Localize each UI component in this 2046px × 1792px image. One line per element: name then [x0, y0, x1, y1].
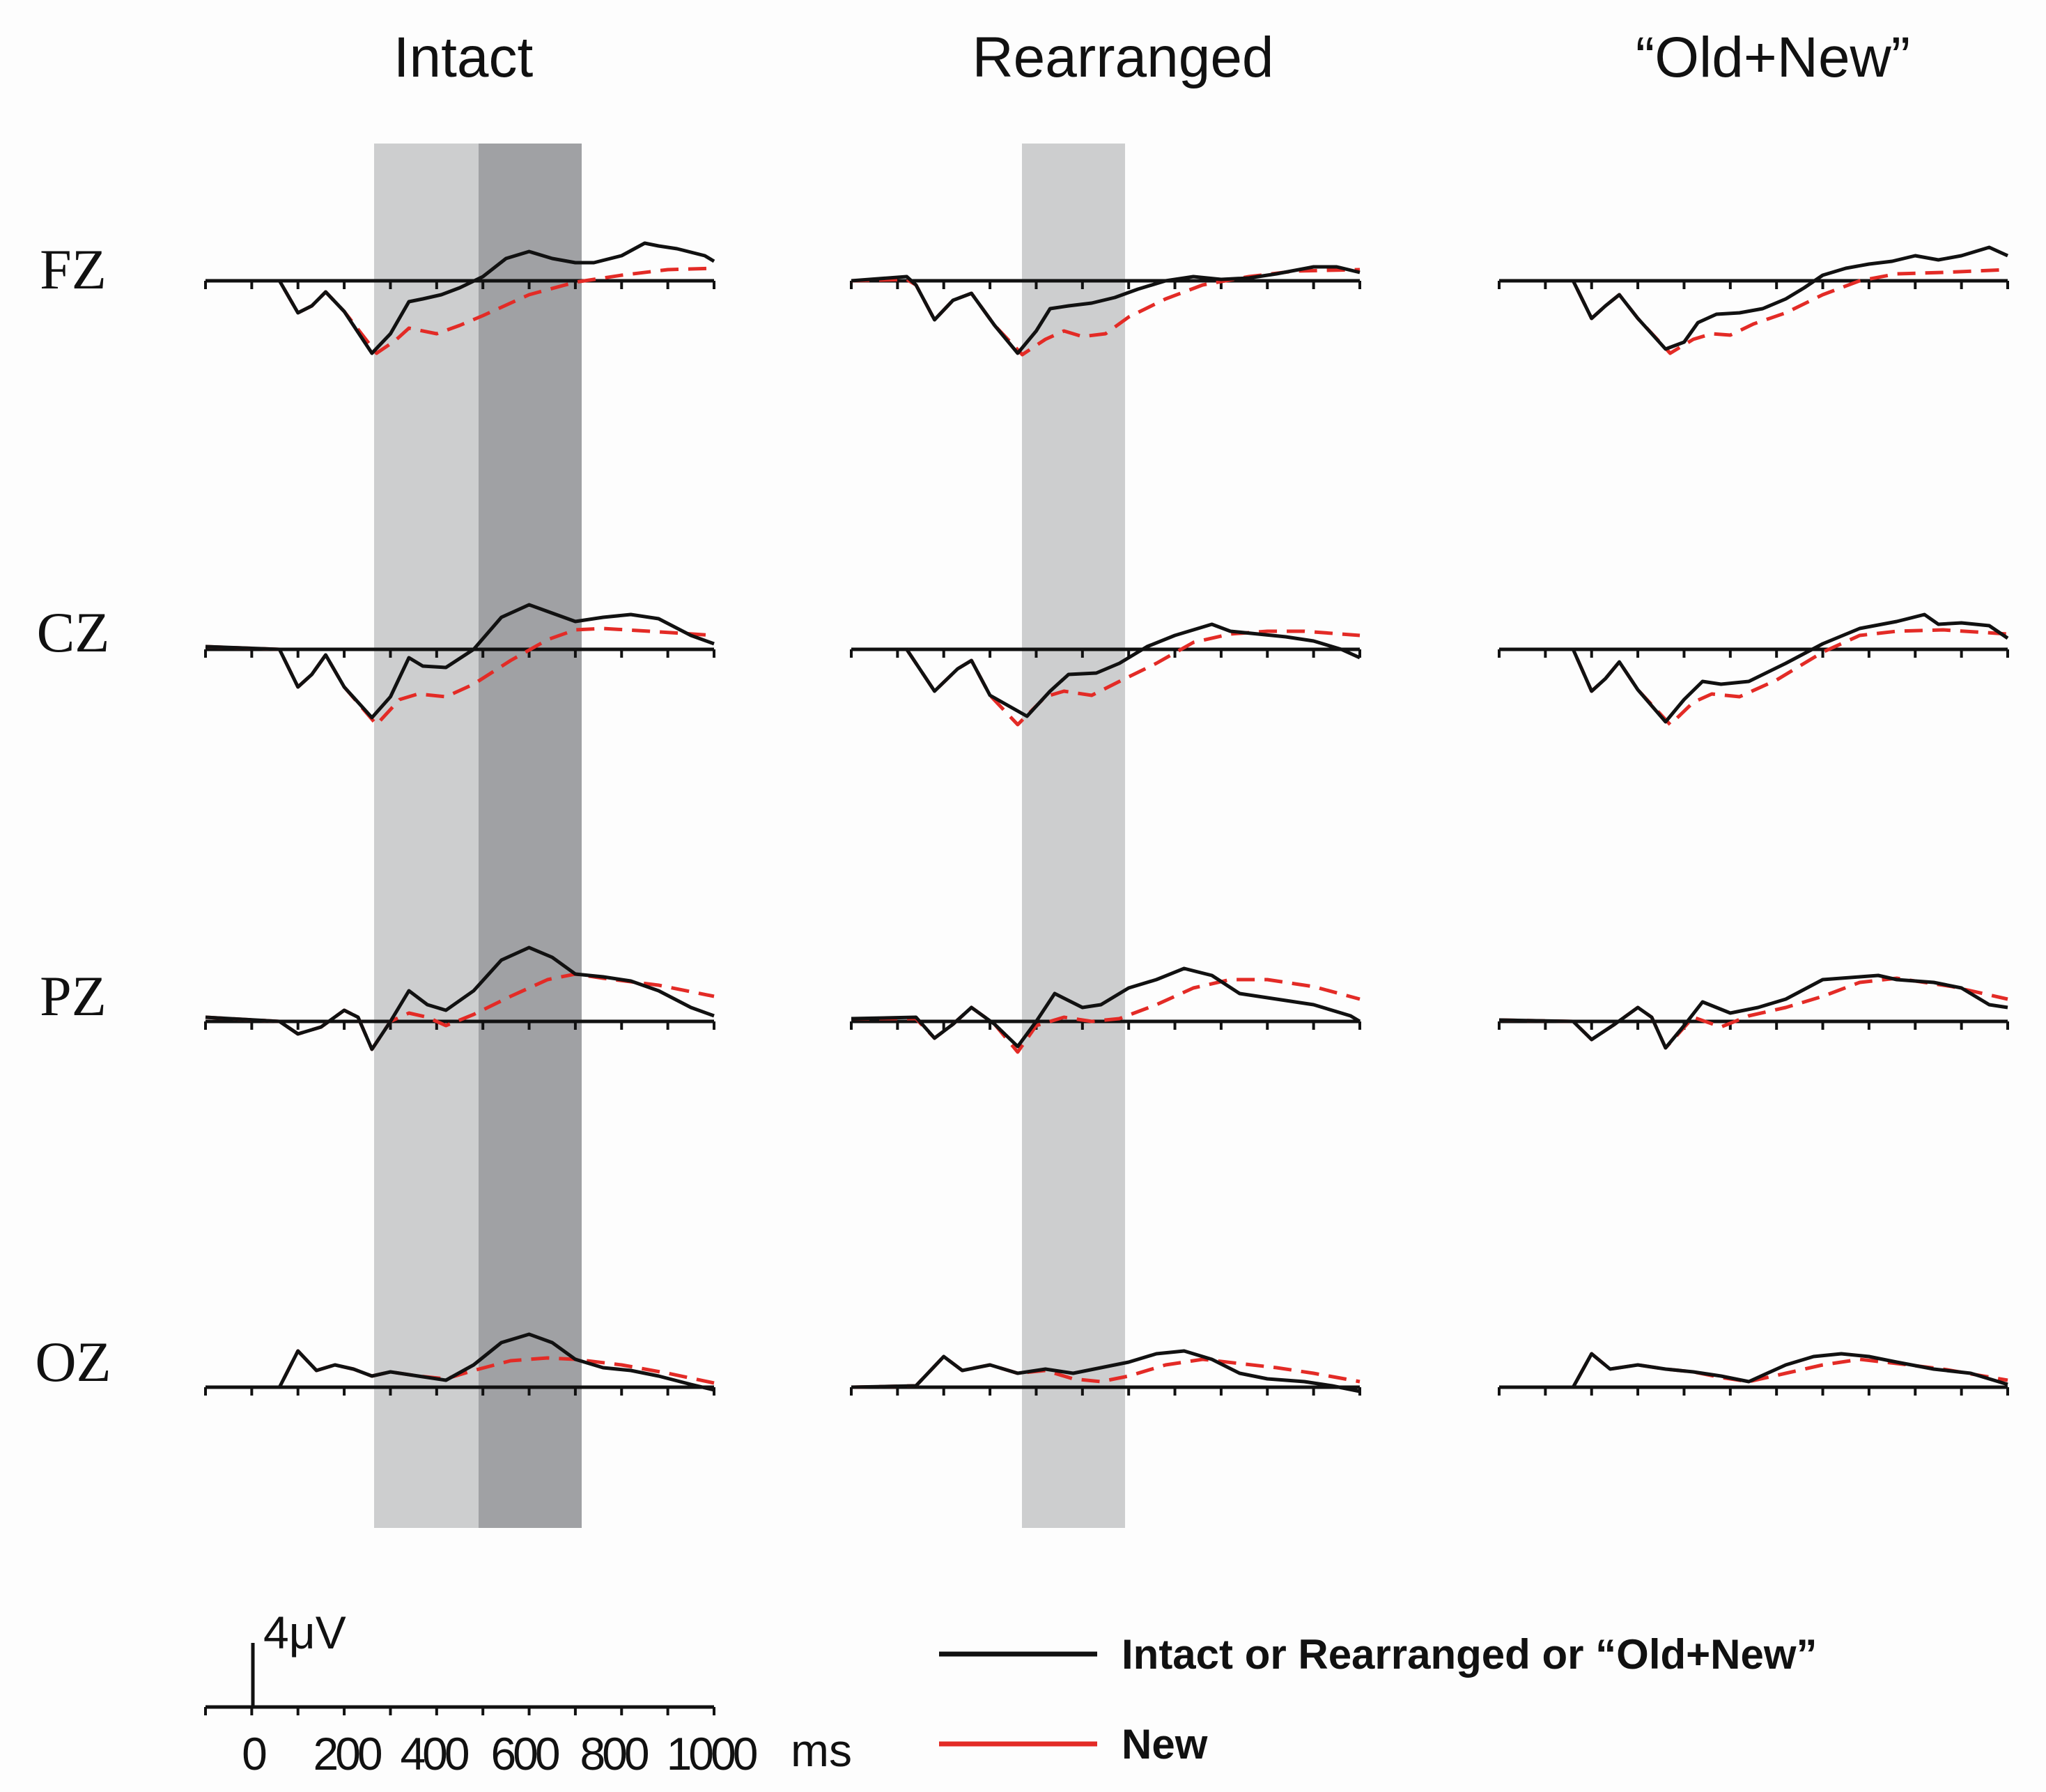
panel-fz-rearranged: [850, 265, 1361, 357]
panel-fz-rearranged-old-trace: [851, 265, 1361, 355]
analysis-windows: [374, 144, 1125, 1528]
panel-oz-old-new: [1498, 1352, 2009, 1396]
scale-tick-label-400: 400: [400, 1728, 468, 1779]
scale-tick-label-0: 0: [242, 1728, 266, 1779]
panel-pz-old-new: [1498, 973, 2009, 1050]
panel-cz-old-new-old-trace: [1499, 612, 2009, 724]
window-intact-late: [479, 144, 582, 1528]
row-label-cz: CZ: [37, 601, 110, 664]
legend-label-new: New: [1122, 1721, 1208, 1768]
panel-cz-rearranged-old-trace: [851, 622, 1361, 718]
scale-amplitude-label: 4μV: [263, 1607, 346, 1658]
panel-pz-rearranged-new-trace: [851, 978, 1361, 1054]
scale-bar: 4μV 0 200 400 600 800 1000 ms: [204, 1607, 852, 1779]
panel-cz-old-new: [1498, 612, 2009, 727]
panel-pz-old-new-new-trace: [1498, 976, 2008, 1050]
panel-fz-intact: [204, 241, 715, 355]
scale-tick-label-1000: 1000: [667, 1728, 757, 1779]
panel-pz-rearranged-old-trace: [851, 966, 1361, 1049]
panel-pz-intact: [204, 945, 715, 1051]
panel-pz-intact-old-trace: [205, 945, 715, 1051]
panel-fz-old-new: [1498, 245, 2009, 355]
panel-oz-rearranged-old-trace: [851, 1349, 1361, 1393]
column-title-intact: Intact: [394, 26, 534, 89]
window-rearranged-early: [1022, 144, 1125, 1528]
scale-ticks: [204, 1707, 715, 1715]
panel-oz-rearranged: [850, 1349, 1361, 1396]
erp-panels: [204, 241, 2009, 1396]
scale-tick-label-800: 800: [580, 1728, 648, 1779]
panel-pz-old-new-old-trace: [1498, 973, 2008, 1050]
column-title-rearranged: Rearranged: [972, 26, 1273, 89]
row-label-oz: OZ: [35, 1330, 111, 1393]
column-title-old-new: “Old+New”: [1636, 26, 1910, 89]
panel-pz-rearranged: [850, 966, 1361, 1054]
panel-oz-old-new-old-trace: [1499, 1352, 2008, 1389]
panel-fz-intact-old-trace: [206, 241, 715, 355]
panel-fz-old-new-old-trace: [1499, 245, 2009, 351]
panel-cz-rearranged: [850, 622, 1361, 727]
panel-cz-intact: [204, 603, 715, 727]
legend-label-old: Intact or Rearranged or “Old+New”: [1122, 1631, 1818, 1678]
scale-time-unit: ms: [791, 1724, 852, 1776]
panel-cz-intact-old-trace: [205, 603, 715, 720]
scale-tick-label-600: 600: [490, 1728, 559, 1779]
panel-oz-intact: [204, 1332, 715, 1396]
panel-oz-intact-old-trace: [206, 1332, 715, 1392]
legend: Intact or Rearranged or “Old+New” New: [939, 1631, 1818, 1768]
scale-tick-label-200: 200: [313, 1728, 381, 1779]
window-intact-early: [374, 144, 479, 1528]
row-label-fz: FZ: [40, 238, 107, 301]
row-label-pz: PZ: [40, 964, 107, 1028]
panel-oz-intact-new-trace: [206, 1349, 715, 1389]
